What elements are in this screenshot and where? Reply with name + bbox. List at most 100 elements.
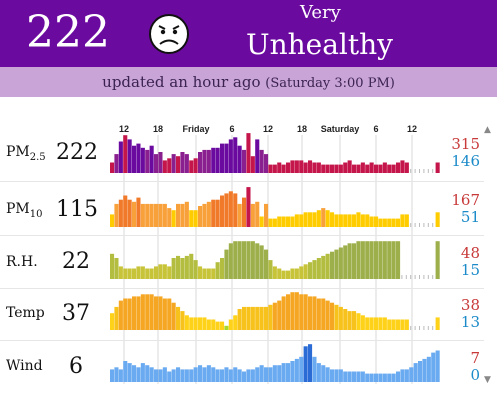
history-bar — [378, 218, 383, 227]
history-bar — [250, 306, 255, 330]
history-bar — [343, 214, 348, 227]
history-bar — [184, 315, 189, 330]
history-bar — [308, 262, 313, 279]
history-bar — [334, 164, 339, 173]
history-bar — [140, 203, 145, 227]
history-bar — [180, 152, 185, 173]
history-bar — [149, 294, 154, 330]
history-bar — [233, 137, 238, 173]
history-bar — [162, 203, 167, 227]
row-max-temp: 38 — [460, 296, 480, 314]
history-bar — [356, 313, 361, 330]
history-bar — [290, 292, 295, 330]
history-bar — [374, 317, 379, 330]
history-bar — [264, 306, 269, 330]
history-bar — [286, 363, 291, 382]
history-bar — [347, 160, 352, 173]
history-bar — [312, 260, 317, 279]
history-bar — [303, 346, 308, 382]
history-bar — [259, 365, 264, 382]
history-bar — [422, 358, 427, 382]
timeline-label: 18 — [297, 124, 307, 134]
history-bar — [435, 212, 440, 227]
empty-bar — [427, 169, 429, 173]
history-bar — [272, 164, 277, 173]
history-bar — [180, 258, 185, 279]
history-bar — [211, 319, 216, 330]
history-bar — [356, 371, 361, 382]
history-bar — [272, 218, 277, 227]
history-bar — [202, 203, 207, 227]
empty-bar — [427, 326, 429, 330]
history-bar — [343, 371, 348, 382]
history-bar — [286, 294, 291, 330]
history-bar — [127, 363, 132, 382]
history-bar — [391, 218, 396, 227]
history-bar — [294, 292, 299, 330]
history-bar — [250, 203, 255, 227]
history-bar — [378, 164, 383, 173]
timeline-label: Friday — [182, 124, 209, 134]
history-bar — [272, 365, 277, 382]
empty-bar — [405, 275, 407, 279]
scroll-up-icon[interactable]: ▲ — [484, 125, 491, 135]
scroll-down-icon[interactable]: ▼ — [484, 375, 491, 385]
empty-bar — [410, 169, 412, 173]
history-bar — [387, 218, 392, 227]
history-bar — [435, 162, 440, 173]
history-bar — [202, 268, 207, 279]
history-bar — [123, 135, 128, 173]
history-bar — [352, 311, 357, 330]
history-bar — [264, 154, 269, 173]
update-time: (Saturday 3:00 PM) — [265, 76, 395, 91]
row-min-temp: 13 — [460, 313, 480, 331]
history-bar — [140, 147, 145, 173]
history-bar — [316, 162, 321, 173]
empty-bar — [432, 326, 434, 330]
scrollbar[interactable]: ▲ ▼ — [484, 125, 493, 385]
history-bar — [136, 296, 141, 330]
updated-text: updated an hour ago — [102, 73, 261, 91]
history-bar — [171, 369, 176, 382]
history-bar — [365, 373, 370, 382]
history-bar — [308, 296, 313, 330]
row-max-rh: 48 — [460, 244, 480, 262]
history-bar — [220, 369, 225, 382]
empty-bar — [427, 275, 429, 279]
history-bar — [352, 164, 357, 173]
history-bar — [360, 214, 365, 227]
row-divider — [0, 340, 484, 341]
history-bar — [286, 216, 291, 227]
history-bar — [154, 203, 159, 227]
history-bar — [233, 315, 238, 330]
history-bar — [198, 365, 203, 382]
history-bar — [308, 212, 313, 227]
history-bar — [259, 245, 264, 279]
history-bar — [365, 241, 370, 279]
history-bar — [330, 302, 335, 330]
history-bar — [294, 268, 299, 279]
history-bar — [228, 139, 233, 173]
history-bar — [136, 197, 141, 227]
history-bar — [268, 260, 273, 279]
history-bar — [321, 208, 326, 227]
history-bar — [110, 253, 115, 279]
history-bar — [365, 164, 370, 173]
history-bar — [312, 296, 317, 330]
history-bar — [180, 203, 185, 227]
history-bar — [176, 255, 181, 279]
history-bar — [110, 214, 115, 227]
history-bar — [123, 268, 128, 279]
history-bar — [404, 162, 409, 173]
history-bar — [356, 164, 361, 173]
history-bar — [158, 369, 163, 382]
history-bar — [162, 367, 167, 382]
history-bar — [228, 243, 233, 279]
history-bar — [228, 319, 233, 330]
history-bar — [374, 373, 379, 382]
history-bar — [189, 369, 194, 382]
history-bar — [360, 371, 365, 382]
history-bar — [303, 294, 308, 330]
empty-bar — [414, 223, 416, 227]
history-bar — [162, 298, 167, 330]
